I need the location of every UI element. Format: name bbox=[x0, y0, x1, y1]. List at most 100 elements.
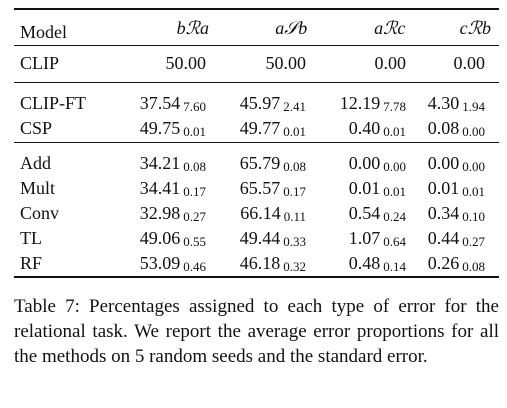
table-row: TL 49.06 0.55 49.44 0.33 1.07 0.64 0.44 0.27 bbox=[14, 226, 499, 250]
table-row: Mult 34.41 0.17 65.57 0.17 0.01 0.01 0.01 0.01 bbox=[14, 176, 499, 200]
table-cell: 50.00 bbox=[206, 51, 307, 75]
cell-std-error: 0.01 bbox=[183, 124, 206, 139]
cell-std-error: 0.33 bbox=[283, 234, 306, 249]
row-model-name: Mult bbox=[20, 178, 56, 198]
cell-value: 0.40 bbox=[348, 118, 381, 138]
cell-value: 4.30 bbox=[427, 93, 460, 113]
cell-std-error: 0.11 bbox=[283, 209, 306, 224]
cell-std-error: 0.08 bbox=[462, 259, 485, 274]
table-cell: 0.01 0.01 bbox=[406, 176, 493, 200]
cell-std-error: 0.00 bbox=[462, 159, 485, 174]
group-rule-2 bbox=[14, 142, 499, 143]
table-cell: 34.21 0.08 bbox=[106, 151, 206, 175]
cell-std-error: 0.01 bbox=[462, 184, 485, 199]
cell-value: 49.75 bbox=[139, 118, 181, 138]
row-model-name: CLIP bbox=[20, 53, 60, 73]
header-model: Model bbox=[20, 22, 67, 42]
cell-value: 0.08 bbox=[427, 118, 460, 138]
table-cell: 0.26 0.08 bbox=[406, 251, 493, 275]
cell-value: 0.00 bbox=[453, 53, 486, 73]
cell-value: 0.48 bbox=[348, 253, 381, 273]
cell-std-error: 0.46 bbox=[183, 259, 206, 274]
table-cell: 32.98 0.27 bbox=[106, 201, 206, 225]
cell-value: 0.01 bbox=[348, 178, 381, 198]
table-cell: 49.06 0.55 bbox=[106, 226, 206, 250]
header-rule bbox=[14, 45, 499, 46]
cell-value: 50.00 bbox=[165, 53, 207, 73]
cell-std-error: 1.94 bbox=[462, 99, 485, 114]
cell-std-error: 0.08 bbox=[183, 159, 206, 174]
cell-value: 1.07 bbox=[348, 228, 381, 248]
cell-std-error: 0.01 bbox=[283, 124, 306, 139]
table-cell: 0.44 0.27 bbox=[406, 226, 493, 250]
caption-text: Percentages assigned to each type of err… bbox=[14, 296, 499, 367]
cell-std-error: 0.64 bbox=[383, 234, 406, 249]
cell-std-error: 0.17 bbox=[283, 184, 306, 199]
row-model-name: TL bbox=[20, 228, 42, 248]
cell-value: 12.19 bbox=[339, 93, 381, 113]
cell-value: 34.21 bbox=[139, 153, 181, 173]
table-caption: Table 7: Percentages assigned to each ty… bbox=[14, 294, 499, 369]
cell-std-error: 0.27 bbox=[183, 209, 206, 224]
table-row: CSP 49.75 0.01 49.77 0.01 0.40 0.01 0.08 0.00 bbox=[14, 116, 499, 140]
cell-std-error: 0.32 bbox=[283, 259, 306, 274]
cell-std-error: 7.60 bbox=[183, 99, 206, 114]
table-cell: 49.75 0.01 bbox=[106, 116, 206, 140]
cell-value: 46.18 bbox=[239, 253, 281, 273]
cell-std-error: 0.24 bbox=[383, 209, 406, 224]
table-cell: 1.07 0.64 bbox=[306, 226, 406, 250]
cell-value: 0.34 bbox=[427, 203, 460, 223]
table-cell: 45.97 2.41 bbox=[206, 91, 306, 115]
cell-value: 0.00 bbox=[374, 53, 407, 73]
cell-std-error: 0.17 bbox=[183, 184, 206, 199]
row-model-name: Add bbox=[20, 153, 51, 173]
cell-std-error: 0.10 bbox=[462, 209, 485, 224]
cell-std-error: 0.55 bbox=[183, 234, 206, 249]
table-cell: 0.08 0.00 bbox=[406, 116, 493, 140]
table-cell: 0.40 0.01 bbox=[306, 116, 406, 140]
cell-value: 49.44 bbox=[239, 228, 281, 248]
header-crb: cℛb bbox=[459, 17, 491, 38]
header-bra: bℛa bbox=[176, 17, 210, 38]
table-header-row: Model bℛa a𝒮b aℛc cℛb bbox=[14, 8, 499, 47]
cell-std-error: 0.08 bbox=[283, 159, 306, 174]
table-cell: 49.77 0.01 bbox=[206, 116, 306, 140]
cell-value: 0.26 bbox=[427, 253, 460, 273]
cell-value: 0.00 bbox=[348, 153, 381, 173]
table-cell: 65.79 0.08 bbox=[206, 151, 306, 175]
cell-value: 53.09 bbox=[139, 253, 181, 273]
table-cell: 0.00 bbox=[406, 51, 493, 75]
table-cell: 37.54 7.60 bbox=[106, 91, 206, 115]
results-table: Model bℛa a𝒮b aℛc cℛb CLIP 50.00 50.00 0.00… bbox=[14, 8, 499, 275]
table-row: Add 34.21 0.08 65.79 0.08 0.00 0.00 0.00 0.00 bbox=[14, 151, 499, 175]
cell-value: 49.77 bbox=[239, 118, 281, 138]
cell-value: 34.41 bbox=[139, 178, 181, 198]
header-asb: a𝒮b bbox=[275, 17, 308, 38]
table-bottom-rule bbox=[14, 276, 499, 278]
cell-std-error: 0.14 bbox=[383, 259, 406, 274]
table-cell: 50.00 bbox=[106, 51, 207, 75]
cell-std-error: 2.41 bbox=[283, 99, 306, 114]
table-cell: 0.00 0.00 bbox=[306, 151, 406, 175]
cell-std-error: 7.78 bbox=[383, 99, 406, 114]
table-row: Conv 32.98 0.27 66.14 0.11 0.54 0.24 0.34 0.10 bbox=[14, 201, 499, 225]
table-cell: 53.09 0.46 bbox=[106, 251, 206, 275]
table-cell: 66.14 0.11 bbox=[206, 201, 306, 225]
cell-value: 0.44 bbox=[427, 228, 460, 248]
table-cell: 0.01 0.01 bbox=[306, 176, 406, 200]
row-model-name: Conv bbox=[20, 203, 60, 223]
table-row: CLIP-FT 37.54 7.60 45.97 2.41 12.19 7.78 4.30 1.… bbox=[14, 91, 499, 115]
cell-value: 65.79 bbox=[239, 153, 281, 173]
table-cell: 0.48 0.14 bbox=[306, 251, 406, 275]
table-cell: 0.00 bbox=[306, 51, 407, 75]
cell-value: 0.00 bbox=[427, 153, 460, 173]
cell-std-error: 0.01 bbox=[383, 184, 406, 199]
table-cell: 0.54 0.24 bbox=[306, 201, 406, 225]
table-cell: 0.00 0.00 bbox=[406, 151, 493, 175]
table-cell: 34.41 0.17 bbox=[106, 176, 206, 200]
row-model-name: CLIP-FT bbox=[20, 93, 87, 113]
cell-value: 45.97 bbox=[239, 93, 281, 113]
cell-value: 65.57 bbox=[239, 178, 281, 198]
table-row: CLIP 50.00 50.00 0.00 0.00 bbox=[14, 51, 499, 75]
